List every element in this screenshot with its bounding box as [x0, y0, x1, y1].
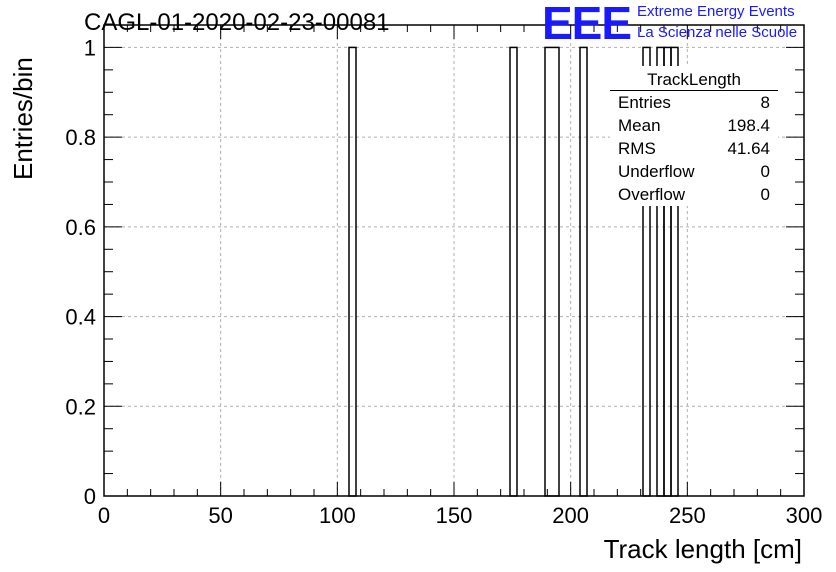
x-tick-label: 250	[669, 503, 706, 528]
x-tick-label: 150	[436, 503, 473, 528]
y-tick-label: 0	[84, 484, 96, 509]
y-tick-label: 0.2	[65, 394, 96, 419]
y-tick-label: 0.4	[65, 305, 96, 330]
stats-row-entries: Entries 8	[610, 91, 778, 114]
y-tick-label: 0.6	[65, 215, 96, 240]
logo-tagline-2: La Scienza nelle Scuole	[637, 24, 798, 41]
stats-label: RMS	[618, 139, 656, 158]
logo-tagline-1: Extreme Energy Events	[637, 3, 795, 20]
stats-row-rms: RMS 41.64	[610, 137, 778, 160]
y-tick-label: 1	[84, 35, 96, 60]
stats-box: TrackLength Entries 8 Mean 198.4 RMS 41.…	[610, 66, 778, 206]
x-axis-label: Track length [cm]	[603, 534, 802, 564]
stats-value: 0	[760, 162, 770, 181]
stats-row-underflow: Underflow 0	[610, 160, 778, 183]
stats-label: Mean	[618, 116, 661, 135]
x-tick-label: 200	[552, 503, 589, 528]
stats-label: Entries	[618, 93, 671, 112]
y-tick-label: 0.8	[65, 125, 96, 150]
stats-label: Underflow	[618, 162, 695, 181]
x-tick-label: 300	[786, 503, 823, 528]
histogram-bar	[509, 46, 518, 497]
stats-value: 198.4	[727, 116, 770, 135]
eee-logo: EEE	[542, 0, 632, 49]
histogram-bar	[348, 46, 357, 497]
run-title: CAGL-01-2020-02-23-00081	[84, 9, 390, 36]
x-tick-label: 0	[98, 503, 110, 528]
stats-label: Overflow	[618, 185, 686, 204]
stats-title: TrackLength	[610, 66, 778, 91]
x-tick-label: 100	[319, 503, 356, 528]
y-axis-label: Entries/bin	[8, 57, 38, 180]
stats-value: 0	[760, 185, 770, 204]
histogram-bar	[579, 46, 588, 497]
x-tick-label: 50	[208, 503, 232, 528]
stats-value: 41.64	[727, 139, 770, 158]
histogram-bar	[544, 46, 560, 497]
stats-row-mean: Mean 198.4	[610, 114, 778, 137]
plot-frame	[103, 24, 805, 497]
stats-row-overflow: Overflow 0	[610, 183, 778, 206]
stats-value: 8	[760, 93, 770, 112]
